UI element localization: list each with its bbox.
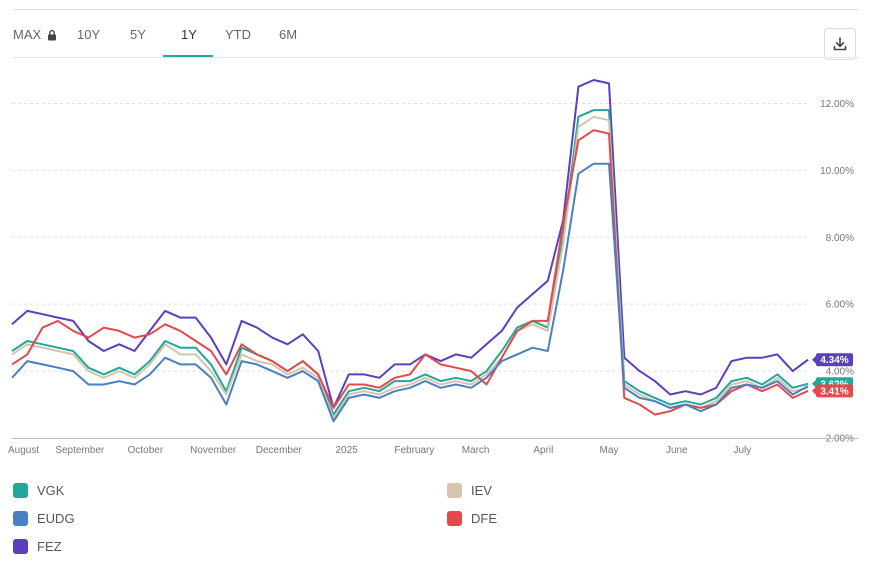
x-tick-label: July (733, 445, 751, 456)
x-tick-label: March (462, 445, 490, 456)
legend-label-dfe: DFE (471, 511, 497, 526)
series-line-vgk (11, 109, 809, 416)
tab-ytd[interactable]: YTD (225, 27, 251, 42)
end-label-bg (816, 353, 853, 367)
end-label-dfe: 3.41% (812, 384, 853, 398)
tab-10y[interactable]: 10Y (77, 27, 101, 42)
tab-5y[interactable]: 5Y (130, 27, 146, 42)
legend-item-eudg[interactable]: EUDG (13, 511, 75, 526)
legend-item-fez[interactable]: FEZ (13, 539, 62, 554)
x-tick-label: May (600, 445, 619, 456)
lock-icon (46, 29, 58, 41)
y-tick-label: 6.00% (826, 300, 854, 311)
y-tick-label: 4.00% (826, 367, 854, 378)
x-tick-label: November (190, 445, 237, 456)
active-tab-indicator (163, 55, 213, 57)
download-icon (833, 37, 847, 51)
end-label-fez: 4.34% (812, 353, 853, 367)
end-label-bg (816, 384, 853, 398)
tabs-divider (13, 57, 859, 58)
end-label-text: 4.34% (820, 355, 848, 366)
tab-max[interactable]: MAX (13, 27, 58, 42)
series-line-eudg (11, 162, 809, 423)
x-tick-label: August (8, 445, 39, 456)
x-tick-label: September (55, 445, 105, 456)
end-label-text: 3.41% (820, 386, 848, 397)
x-tick-label: February (394, 445, 434, 456)
x-tick-label: December (256, 445, 303, 456)
legend-swatch-dfe (447, 511, 462, 526)
download-button[interactable] (824, 28, 856, 60)
end-label-pointer (812, 379, 816, 388)
legend-item-dfe[interactable]: DFE (447, 511, 497, 526)
legend-swatch-eudg (13, 511, 28, 526)
legend-label-fez: FEZ (37, 539, 62, 554)
series-line-fez (11, 79, 809, 409)
x-tick-label: 2025 (335, 445, 358, 456)
x-tick-label: October (128, 445, 164, 456)
legend-item-iev[interactable]: IEV (447, 483, 492, 498)
legend-swatch-iev (447, 483, 462, 498)
y-tick-label: 12.00% (820, 99, 854, 110)
x-tick-label: June (666, 445, 688, 456)
legend-item-vgk[interactable]: VGK (13, 483, 64, 498)
legend-label-iev: IEV (471, 483, 492, 498)
y-tick-label: 8.00% (826, 233, 854, 244)
x-tick-label: April (533, 445, 553, 456)
legend-label-eudg: EUDG (37, 511, 75, 526)
end-label-pointer (812, 386, 816, 395)
y-tick-label: 10.00% (820, 166, 854, 177)
tab-6m[interactable]: 6M (279, 27, 298, 42)
series-line-dfe (11, 129, 809, 416)
range-tabs: MAX 10Y 5Y 1Y YTD 6M (0, 10, 875, 60)
top-divider (13, 9, 859, 10)
tab-max-label: MAX (13, 27, 42, 42)
end-label-pointer (812, 355, 816, 364)
line-chart: 2.00%4.00%6.00%8.00%10.00%12.00%August Se… (8, 79, 858, 456)
legend-label-vgk: VGK (37, 483, 65, 498)
legend-swatch-fez (13, 539, 28, 554)
tab-1y[interactable]: 1Y (181, 27, 197, 42)
legend-swatch-vgk (13, 483, 28, 498)
